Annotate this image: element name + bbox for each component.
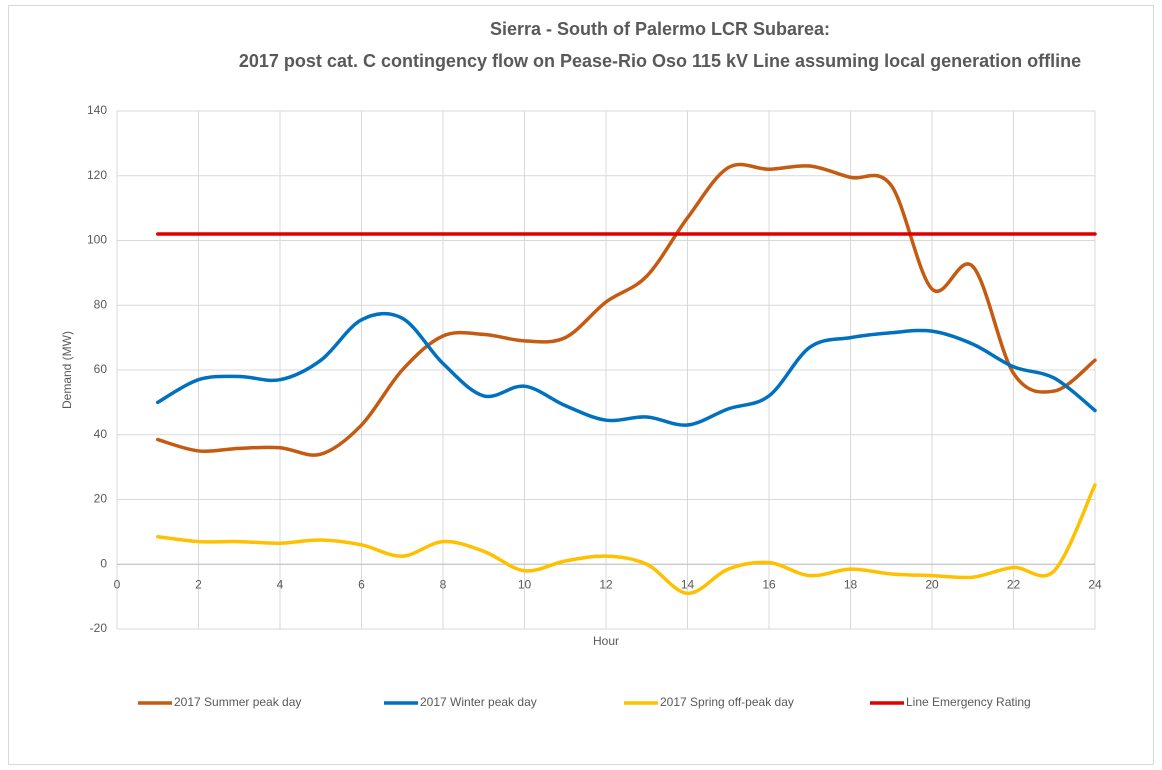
x-tick-label: 2 [195,577,202,591]
series-line [156,311,1097,427]
x-tick-label: 8 [440,577,447,591]
x-tick-label: 0 [114,577,121,591]
x-tick-label: 18 [844,577,858,591]
x-tick-label: 12 [599,577,613,591]
y-tick-label: 0 [100,556,107,570]
chart-title: Sierra - South of Palermo LCR Subarea: [490,19,830,39]
legend-label: Line Emergency Rating [906,695,1031,709]
series-line [156,483,1097,596]
y-axis-label: Demand (MW) [60,331,74,409]
y-tick-label: 120 [87,168,107,182]
legend-label: 2017 Spring off-peak day [660,695,794,709]
chart-border [8,5,1154,765]
legend-label: 2017 Winter peak day [420,695,537,709]
x-axis-label: Hour [593,634,619,648]
x-tick-label: 24 [1088,577,1102,591]
y-tick-label: 40 [94,427,108,441]
x-tick-label: 6 [358,577,365,591]
x-tick-label: 22 [1007,577,1021,591]
x-tick-label: 16 [762,577,776,591]
legend-label: 2017 Summer peak day [174,695,301,709]
chart-subtitle: 2017 post cat. C contingency flow on Pea… [239,51,1081,71]
y-tick-label: 20 [94,492,108,506]
y-tick-label: 140 [87,103,107,117]
y-tick-label: 80 [94,297,108,311]
y-tick-label: -20 [90,621,108,635]
x-tick-label: 4 [277,577,284,591]
y-tick-label: 60 [94,362,108,376]
x-tick-label: 20 [925,577,939,591]
x-tick-label: 10 [518,577,532,591]
y-tick-label: 100 [87,233,107,247]
series-line [156,162,1097,457]
x-tick-label: 14 [681,577,695,591]
